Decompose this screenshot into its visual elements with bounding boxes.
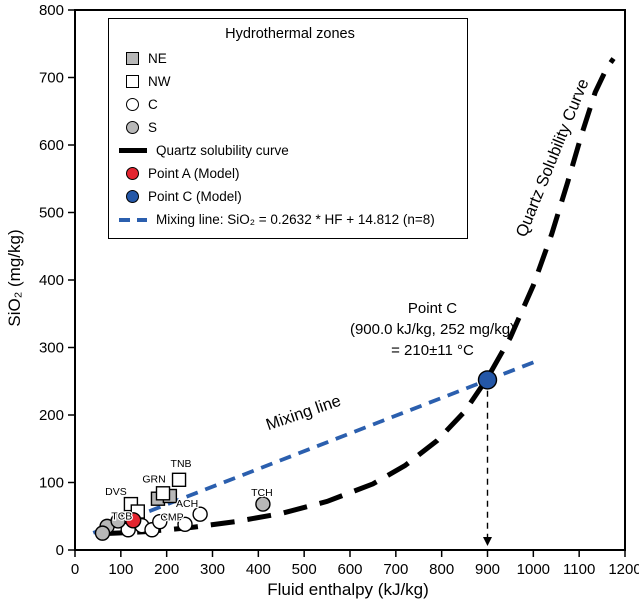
point-c-annotation-line: (900.0 kJ/kg, 252 mg/kg) bbox=[350, 321, 515, 338]
legend-item-label: Point A (Model) bbox=[148, 166, 240, 181]
circle-marker-icon bbox=[126, 121, 139, 134]
series-c bbox=[120, 506, 208, 538]
legend-item: Point A (Model) bbox=[119, 162, 461, 185]
x-tick-label: 1200 bbox=[608, 561, 639, 578]
legend-item-label: Point C (Model) bbox=[148, 189, 242, 204]
legend-item: Point C (Model) bbox=[119, 185, 461, 208]
y-tick-label: 400 bbox=[39, 272, 64, 289]
x-tick-label: 200 bbox=[154, 561, 179, 578]
dashed-line-icon bbox=[119, 217, 147, 222]
data-point-circle bbox=[94, 525, 111, 541]
y-tick-label: 600 bbox=[39, 137, 64, 154]
data-point-circle bbox=[255, 496, 271, 512]
x-tick-label: 0 bbox=[71, 561, 79, 578]
legend-item-label: Mixing line: SiO₂ = 0.2632 * HF + 14.812… bbox=[156, 212, 435, 227]
circle-marker-icon bbox=[126, 167, 139, 180]
x-tick-label: 300 bbox=[200, 561, 225, 578]
y-tick-label: 200 bbox=[39, 407, 64, 424]
circle-marker-icon bbox=[126, 190, 139, 203]
legend-item-label: C bbox=[148, 97, 158, 112]
y-tick-label: 0 bbox=[56, 542, 64, 559]
y-axis-label: SiO₂ (mg/kg) bbox=[5, 229, 24, 327]
x-tick-label: 400 bbox=[246, 561, 271, 578]
data-point-square bbox=[155, 486, 171, 501]
y-tick-label: 500 bbox=[39, 205, 64, 222]
x-axis-label: Fluid enthalpy (kJ/kg) bbox=[267, 580, 429, 599]
x-tick-label: 1000 bbox=[517, 561, 550, 578]
legend-item: S bbox=[119, 116, 461, 139]
square-marker-icon bbox=[126, 75, 139, 88]
series-point-c-model- bbox=[477, 370, 498, 390]
point-label-cmp: CMP bbox=[160, 511, 183, 523]
y-tick-label: 700 bbox=[39, 70, 64, 87]
x-tick-label: 800 bbox=[429, 561, 454, 578]
arrowhead-icon bbox=[483, 536, 492, 546]
point-c-annotation-line: = 210±11 °C bbox=[391, 342, 474, 359]
y-tick-label: 300 bbox=[39, 340, 64, 357]
x-tick-label: 100 bbox=[108, 561, 133, 578]
y-tick-label: 100 bbox=[39, 475, 64, 492]
data-point-circle bbox=[477, 370, 498, 390]
legend-title: Hydrothermal zones bbox=[225, 26, 355, 42]
data-point-circle bbox=[192, 506, 208, 522]
legend-box: Hydrothermal zones NE NW C S Quartz solubili… bbox=[108, 18, 468, 239]
x-tick-label: 600 bbox=[337, 561, 362, 578]
x-tick-label: 1100 bbox=[563, 561, 595, 578]
point-label-tch: TCH bbox=[251, 487, 273, 499]
legend-item: NE bbox=[119, 47, 461, 70]
data-point-square bbox=[171, 472, 187, 487]
legend-item: Mixing line: SiO₂ = 0.2632 * HF + 14.812… bbox=[119, 208, 461, 231]
point-label-tcb: TCB bbox=[111, 511, 132, 523]
legend-item-label: Quartz solubility curve bbox=[156, 143, 289, 158]
series-s bbox=[94, 496, 271, 541]
point-c-annotation-line: Point C bbox=[408, 300, 457, 317]
legend-item-label: S bbox=[148, 120, 158, 135]
x-tick-label: 900 bbox=[475, 561, 500, 578]
point-label-grn: GRN bbox=[142, 473, 165, 485]
point-label-dvs: DVS bbox=[105, 486, 127, 498]
legend-item: NW bbox=[119, 70, 461, 93]
legend-item-label: NW bbox=[148, 74, 171, 89]
data-point-circle bbox=[177, 516, 193, 533]
x-tick-label: 700 bbox=[383, 561, 408, 578]
legend-items: NE NW C S Quartz solubility curve Point A (Mo… bbox=[119, 47, 461, 231]
x-tick-label: 500 bbox=[292, 561, 317, 578]
point-label-tnb: TNB bbox=[171, 458, 192, 470]
point-label-ach: ACH bbox=[176, 498, 198, 510]
legend-item: C bbox=[119, 93, 461, 116]
legend-item-label: NE bbox=[148, 51, 167, 66]
legend-item: Quartz solubility curve bbox=[119, 139, 461, 162]
data-point-circle bbox=[152, 513, 168, 530]
y-tick-label: 800 bbox=[39, 2, 64, 19]
square-marker-icon bbox=[126, 52, 139, 65]
data-point-circle bbox=[125, 512, 142, 529]
circle-marker-icon bbox=[126, 98, 139, 111]
thick-dash-line-icon bbox=[119, 148, 147, 153]
series-point-a-model- bbox=[125, 512, 142, 529]
